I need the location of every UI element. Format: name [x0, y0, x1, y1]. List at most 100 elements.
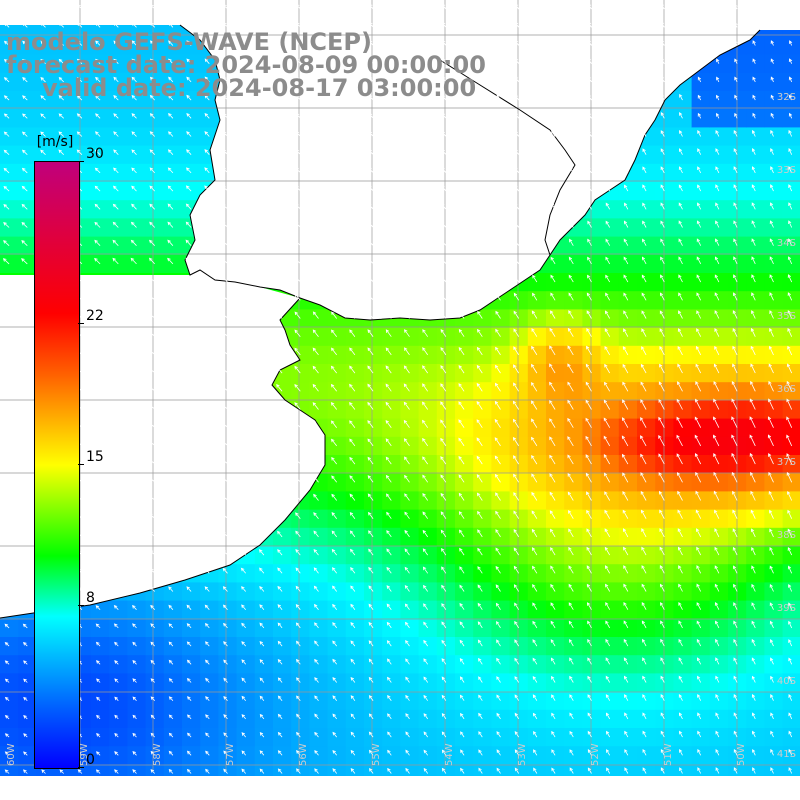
wind-cell [200, 109, 219, 128]
wind-cell [618, 200, 638, 219]
wind-arrow [58, 40, 64, 46]
wind-arrow [93, 312, 101, 319]
wind-arrow [622, 381, 629, 392]
colorbar-tick-mark [78, 767, 84, 768]
wind-arrow [21, 167, 28, 174]
wind-arrow [641, 601, 647, 610]
wind-arrow [714, 602, 720, 610]
wind-arrow [95, 22, 101, 28]
wind-arrow [130, 421, 137, 428]
wind-cell [364, 673, 383, 693]
wind-arrow [422, 365, 429, 374]
wind-arrow [459, 184, 465, 192]
wind-cell [527, 618, 547, 638]
wind-cell [455, 400, 474, 420]
wind-cell [691, 236, 711, 256]
wind-arrow [241, 622, 247, 629]
wind-cell [382, 345, 401, 365]
wind-cell [546, 473, 565, 492]
wind-arrow [679, 39, 683, 46]
wind-cell [0, 637, 19, 656]
wind-arrow [313, 185, 319, 192]
latitude-label: 35S [776, 311, 796, 322]
wind-arrow [551, 148, 556, 155]
wind-arrow [476, 437, 483, 447]
wind-arrow [496, 148, 501, 155]
wind-cell [764, 691, 784, 711]
wind-cell [345, 418, 365, 438]
wind-arrow [569, 75, 574, 83]
wind-cell [673, 673, 693, 693]
wind-arrow [678, 693, 683, 701]
wind-cell [163, 709, 183, 729]
wind-arrow [313, 203, 319, 210]
wind-cell [400, 491, 420, 511]
wind-cell [527, 509, 547, 529]
wind-arrow [2, 348, 10, 356]
wind-arrow [168, 732, 174, 738]
wind-arrow [567, 491, 574, 501]
wind-arrow [185, 185, 192, 192]
wind-arrow [733, 184, 738, 192]
wind-arrow [130, 457, 137, 465]
wind-arrow [715, 730, 720, 738]
wind-cell [746, 327, 765, 347]
wind-cell [582, 728, 602, 747]
wind-arrow [295, 58, 301, 64]
wind-arrow [477, 529, 483, 538]
wind-arrow [679, 130, 683, 137]
wind-arrow [168, 714, 174, 720]
wind-cell [473, 527, 492, 547]
wind-cell [109, 218, 128, 238]
wind-arrow [533, 94, 538, 101]
wind-cell [509, 327, 529, 347]
wind-cell [746, 618, 765, 638]
wind-arrow [550, 639, 556, 647]
wind-arrow [94, 257, 101, 265]
wind-arrow [714, 583, 720, 592]
wind-cell [200, 746, 219, 765]
wind-arrow [606, 39, 611, 46]
wind-arrow [241, 714, 247, 720]
wind-cell [109, 163, 128, 183]
wind-cell [273, 746, 292, 765]
wind-arrow [130, 275, 137, 283]
wind-cell [618, 564, 638, 583]
wind-arrow [569, 93, 574, 101]
wind-cell [691, 564, 711, 583]
wind-arrow [2, 421, 10, 428]
wind-arrow [239, 365, 247, 374]
wind-arrow [422, 329, 429, 337]
wind-arrow [205, 768, 210, 774]
wind-arrow [458, 310, 465, 319]
wind-cell [127, 200, 147, 219]
wind-cell [709, 491, 729, 511]
wind-cell [691, 673, 711, 693]
wind-arrow [441, 57, 447, 64]
wind-cell [673, 600, 693, 620]
wind-cell [291, 382, 310, 401]
wind-cell [691, 364, 711, 383]
wind-arrow [23, 642, 28, 647]
wind-cell [400, 637, 420, 656]
wind-arrow [240, 130, 247, 137]
wind-cell [709, 273, 729, 292]
wind-arrow [770, 76, 774, 83]
wind-arrow [533, 749, 538, 756]
wind-arrow [423, 220, 429, 228]
wind-cell [527, 455, 547, 474]
wind-arrow [715, 748, 720, 756]
wind-cell [746, 91, 765, 110]
wind-arrow [367, 383, 374, 392]
wind-arrow [20, 294, 28, 301]
wind-arrow [569, 57, 574, 64]
wind-arrow [514, 76, 520, 83]
wind-cell [127, 182, 147, 201]
wind-arrow [734, 112, 738, 119]
wind-arrow [422, 401, 429, 410]
wind-arrow [660, 57, 665, 64]
wind-cell [436, 509, 456, 529]
wind-arrow [350, 21, 356, 28]
wind-cell [182, 163, 201, 183]
wind-arrow [2, 294, 10, 301]
